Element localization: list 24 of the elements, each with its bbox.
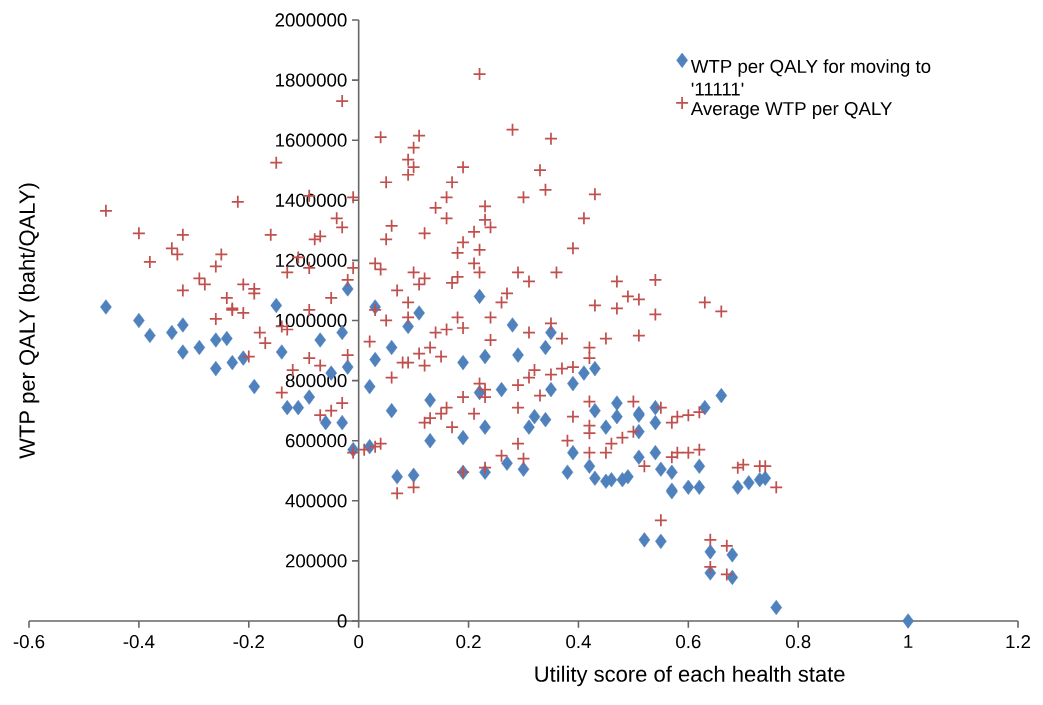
y-tick-label: 200000 <box>285 554 347 568</box>
x-tick-label: -0.4 <box>123 635 155 649</box>
y-tick-label: 1000000 <box>276 313 347 328</box>
x-tick-label: -0.2 <box>233 635 264 649</box>
legend-label: WTP per QALY for moving to '11111' <box>690 59 931 96</box>
x-tick-label: 0.6 <box>676 635 701 649</box>
y-tick-label: 400000 <box>285 494 347 508</box>
y-tick-label: 1400000 <box>276 193 347 207</box>
y-tick-label: 600000 <box>285 434 347 448</box>
x-tick-label: 0.8 <box>785 635 811 649</box>
x-tick-label: 0.2 <box>456 635 481 649</box>
x-tick-label: 0 <box>354 635 364 649</box>
y-tick-label: 1800000 <box>276 73 347 87</box>
x-tick-label: 1 <box>904 635 913 648</box>
legend-label: Average WTP per QALY <box>690 101 892 119</box>
y-tick-label: 2000000 <box>275 13 347 27</box>
x-tick-label: 0.4 <box>566 635 591 649</box>
y-tick-label: 800000 <box>285 373 347 388</box>
x-tick-label: 1.2 <box>1006 635 1031 649</box>
y-tick-label: 0 <box>337 614 347 628</box>
x-tick-label: -0.6 <box>13 635 45 649</box>
y-axis-title: WTP per QALY (baht/QALY) <box>18 183 40 459</box>
y-tick-label: 1600000 <box>276 133 347 147</box>
x-axis-title: Utility score of each health state <box>535 665 845 687</box>
